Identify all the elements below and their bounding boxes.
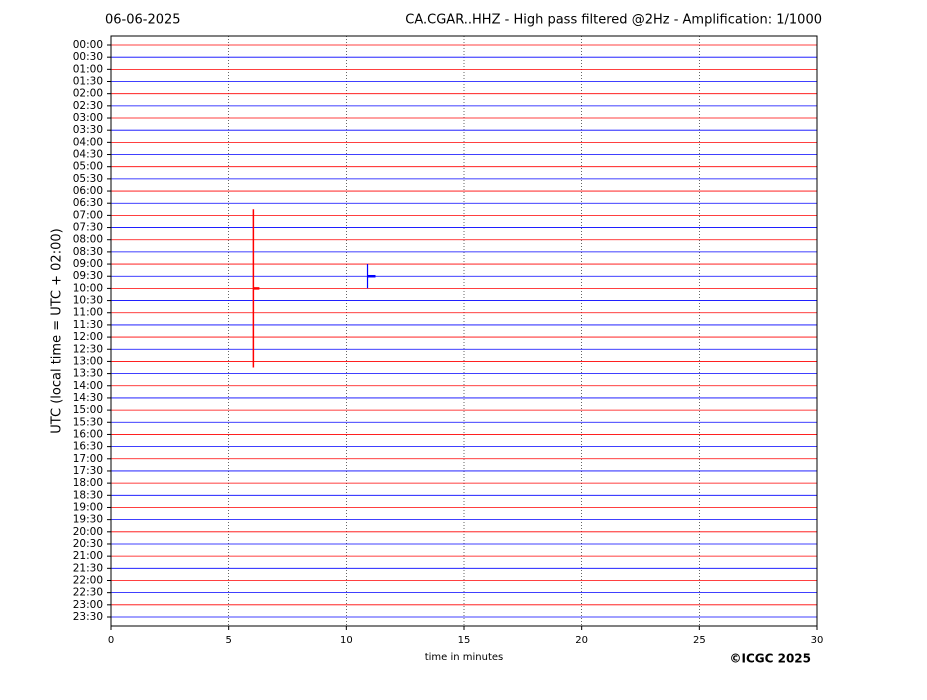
y-tick-label: 00:00: [73, 39, 103, 51]
y-tick-label: 15:00: [73, 404, 103, 416]
y-tick-label: 08:30: [73, 246, 103, 258]
y-tick-label: 13:30: [73, 368, 103, 380]
y-tick-label: 02:30: [73, 100, 103, 112]
y-tick-label: 09:00: [73, 258, 103, 270]
y-tick-label: 23:30: [73, 611, 103, 623]
y-tick-label: 21:00: [73, 550, 103, 562]
y-tick-label: 13:00: [73, 355, 103, 367]
y-tick-label: 19:00: [73, 501, 103, 513]
y-tick-label: 21:30: [73, 562, 103, 574]
y-tick-label: 03:00: [73, 112, 103, 124]
y-tick-label: 22:30: [73, 587, 103, 599]
y-tick-label: 10:30: [73, 295, 103, 307]
y-tick-label: 10:00: [73, 282, 103, 294]
y-tick-label: 14:30: [73, 392, 103, 404]
y-tick-label: 04:00: [73, 136, 103, 148]
y-tick-label: 17:30: [73, 465, 103, 477]
y-tick-label: 12:00: [73, 331, 103, 343]
x-axis-label: time in minutes: [425, 652, 504, 663]
x-tick-label: 10: [340, 635, 353, 646]
y-tick-label: 08:00: [73, 234, 103, 246]
y-tick-label: 00:30: [73, 51, 103, 63]
y-tick-label: 11:30: [73, 319, 103, 331]
y-axis-label: UTC (local time = UTC + 02:00): [50, 228, 65, 433]
plot-frame: [110, 35, 818, 627]
x-tick-label: 5: [225, 635, 231, 646]
y-tick-label: 09:30: [73, 270, 103, 282]
x-tick-label: 20: [575, 635, 588, 646]
y-tick-label: 23:00: [73, 599, 103, 611]
y-tick-label: 16:30: [73, 441, 103, 453]
y-tick-label: 20:30: [73, 538, 103, 550]
y-tick-label: 07:30: [73, 222, 103, 234]
y-tick-label: 06:30: [73, 197, 103, 209]
y-tick-label: 04:30: [73, 149, 103, 161]
y-tick-label: 17:00: [73, 453, 103, 465]
y-tick-label: 07:00: [73, 209, 103, 221]
y-tick-label: 19:30: [73, 514, 103, 526]
y-tick-label: 05:30: [73, 173, 103, 185]
y-tick-label: 18:30: [73, 489, 103, 501]
credit: ©ICGC 2025: [729, 652, 811, 666]
y-tick-label: 05:00: [73, 161, 103, 173]
y-tick-label: 18:00: [73, 477, 103, 489]
chart-title: CA.CGAR..HHZ - High pass filtered @2Hz -…: [405, 13, 822, 28]
y-tick-label: 14:00: [73, 380, 103, 392]
y-tick-label: 20:00: [73, 526, 103, 538]
y-tick-label: 03:30: [73, 124, 103, 136]
y-tick-label: 06:00: [73, 185, 103, 197]
y-tick-label: 22:00: [73, 574, 103, 586]
y-tick-label: 02:00: [73, 88, 103, 100]
y-tick-label: 11:00: [73, 307, 103, 319]
y-tick-label: 15:30: [73, 416, 103, 428]
x-tick-label: 30: [811, 635, 824, 646]
y-tick-label: 01:30: [73, 76, 103, 88]
date: 06-06-2025: [105, 13, 181, 28]
y-tick-label: 12:30: [73, 343, 103, 355]
y-tick-label: 01:00: [73, 63, 103, 75]
x-tick-label: 0: [108, 635, 114, 646]
x-tick-label: 25: [693, 635, 706, 646]
y-tick-label: 16:00: [73, 428, 103, 440]
x-tick-label: 15: [458, 635, 471, 646]
